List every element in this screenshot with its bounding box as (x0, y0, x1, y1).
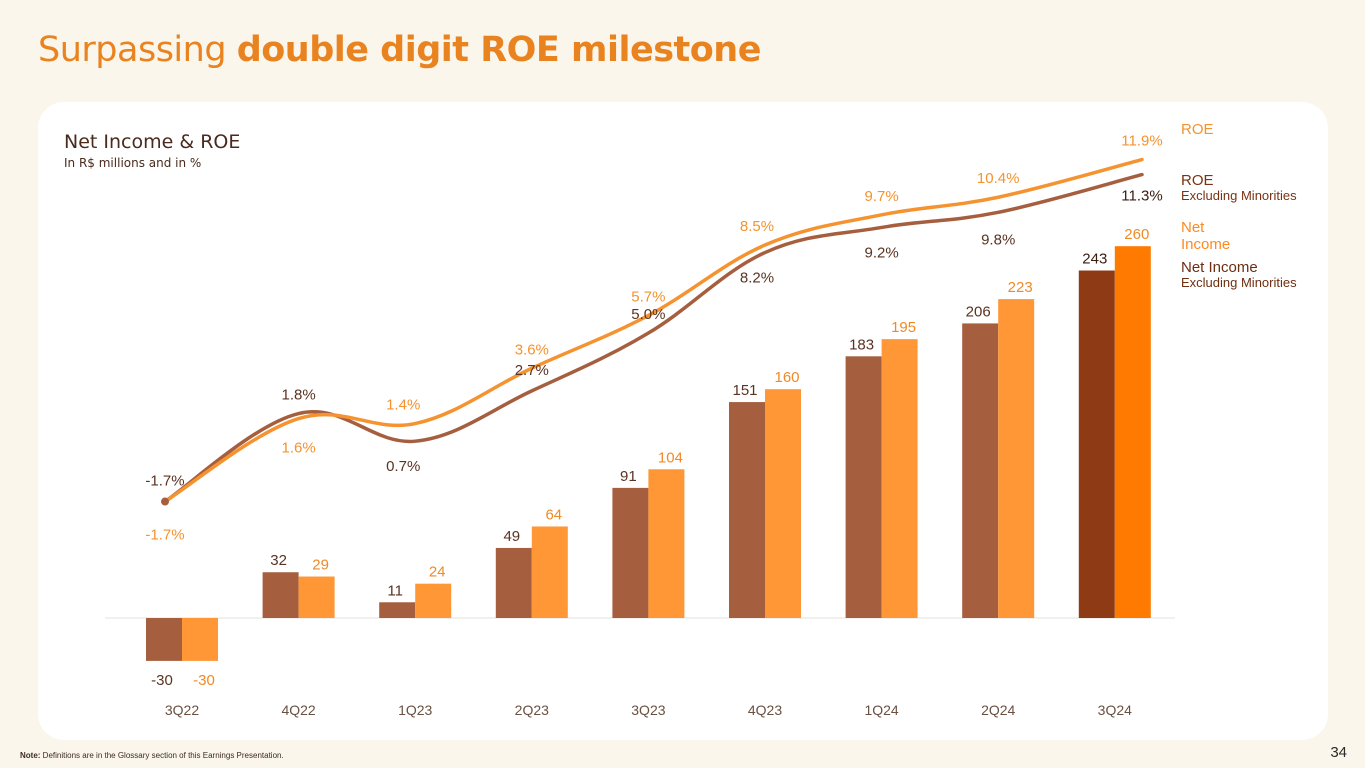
bar-net-income-excl-3Q22 (146, 618, 182, 661)
x-tick-3Q22: 3Q22 (165, 702, 199, 718)
page-title-bold: double digit ROE milestone (236, 30, 762, 70)
label-roe-excl-2Q23: 2.7% (515, 362, 549, 379)
bar-net-income-4Q23 (765, 389, 801, 618)
bar-net-income-2Q23 (531, 526, 568, 618)
legend-roe: ROE (1181, 121, 1214, 138)
bar-net-income-excl-1Q24 (845, 356, 882, 618)
x-tick-2Q23: 2Q23 (515, 702, 549, 718)
bar-net-income-3Q22 (182, 618, 218, 661)
label-net-income-excl-1Q23: 11 (387, 582, 403, 599)
bar-net-income-3Q24 (1114, 246, 1151, 618)
label-net-income-excl-3Q23: 91 (620, 468, 637, 485)
bar-net-income-excl-3Q23 (612, 487, 649, 618)
label-net-income-2Q24: 223 (1008, 279, 1033, 296)
page-number: 34 (1330, 744, 1347, 761)
label-roe-2Q23: 3.6% (515, 341, 549, 358)
label-roe-1Q23: 1.4% (386, 397, 420, 414)
legend-net-income: Net Income (1181, 219, 1241, 254)
chart-subtitle: In R$ millions and in % (64, 156, 202, 170)
bar-net-income-1Q23 (415, 583, 452, 618)
legend-net-income-excl-label: Net Income (1181, 259, 1258, 276)
x-tick-4Q22: 4Q22 (281, 702, 315, 718)
label-roe-3Q22: -1.7% (145, 527, 184, 544)
label-roe-2Q24: 10.4% (977, 170, 1020, 187)
legend-net-income-label: Net Income (1181, 219, 1231, 254)
label-net-income-excl-1Q24: 183 (849, 336, 874, 353)
bar-net-income-excl-1Q23 (379, 602, 416, 618)
chart-title: Net Income & ROE (64, 131, 241, 153)
footnote-text: Definitions are in the Glossary section … (40, 751, 284, 760)
footnote-label: Note: (20, 751, 41, 760)
bar-net-income-excl-2Q24 (962, 323, 999, 618)
x-tick-4Q23: 4Q23 (748, 702, 782, 718)
x-tick-1Q23: 1Q23 (398, 702, 432, 718)
label-net-income-excl-4Q23: 151 (732, 382, 757, 399)
legend-roe-label: ROE (1181, 121, 1214, 138)
legend-net-income-excl-sub: Excluding Minorities (1181, 275, 1297, 291)
label-net-income-excl-3Q22: -30 (151, 672, 173, 689)
label-net-income-1Q24: 195 (891, 319, 916, 336)
bar-net-income-excl-4Q23 (729, 402, 765, 618)
label-net-income-4Q23: 160 (774, 369, 799, 386)
x-tick-1Q24: 1Q24 (864, 702, 898, 718)
label-net-income-4Q22: 29 (312, 557, 329, 574)
label-net-income-2Q23: 64 (545, 506, 562, 523)
label-net-income-3Q23: 104 (658, 449, 683, 466)
label-roe-4Q23: 8.5% (740, 218, 774, 235)
label-roe-excl-1Q24: 9.2% (864, 244, 898, 261)
footnote: Note: Definitions are in the Glossary se… (20, 751, 284, 760)
label-net-income-excl-2Q23: 49 (503, 528, 520, 545)
x-tick-3Q23: 3Q23 (631, 702, 665, 718)
label-roe-excl-3Q23: 5.0% (631, 306, 665, 323)
label-net-income-excl-4Q22: 32 (270, 552, 287, 569)
label-net-income-3Q22: -30 (193, 672, 215, 689)
label-roe-excl-3Q24: 11.3% (1121, 188, 1162, 205)
label-roe-excl-4Q23: 8.2% (740, 270, 774, 287)
bar-net-income-1Q24 (881, 339, 918, 618)
label-net-income-excl-2Q24: 206 (966, 303, 991, 320)
bar-net-income-excl-4Q22 (262, 572, 299, 618)
page-title: Surpassing double digit ROE milestone (38, 30, 761, 70)
legend-roe-excl-sub: Excluding Minorities (1181, 188, 1297, 204)
bar-net-income-excl-2Q23 (495, 547, 532, 618)
label-roe-excl-2Q24: 9.8% (981, 231, 1015, 248)
label-roe-4Q22: 1.6% (281, 440, 315, 457)
page-title-light: Surpassing (38, 30, 237, 70)
label-roe-excl-4Q22: 1.8% (281, 387, 315, 404)
label-net-income-3Q24: 260 (1124, 226, 1149, 243)
label-net-income-1Q23: 24 (429, 564, 446, 581)
label-net-income-excl-3Q24: 243 (1082, 251, 1107, 268)
x-tick-2Q24: 2Q24 (981, 702, 1015, 718)
bar-net-income-2Q24 (998, 299, 1035, 618)
label-roe-excl-3Q22: -1.7% (145, 473, 184, 490)
bar-net-income-excl-3Q24 (1078, 270, 1115, 618)
bar-net-income-4Q22 (298, 576, 335, 618)
legend-roe-excl-label: ROE (1181, 172, 1214, 189)
legend-roe-excl: ROE Excluding Minorities (1181, 172, 1297, 204)
line-roe (163, 157, 1144, 504)
bar-net-income-3Q23 (648, 469, 685, 618)
label-roe-3Q24: 11.9% (1121, 133, 1162, 150)
label-roe-1Q24: 9.7% (864, 188, 898, 205)
legend-net-income-excl: Net Income Excluding Minorities (1181, 259, 1297, 291)
x-tick-3Q24: 3Q24 (1098, 702, 1132, 718)
label-roe-excl-1Q23: 0.7% (386, 458, 420, 475)
label-roe-3Q23: 5.7% (631, 288, 665, 305)
line-start-dot (161, 497, 169, 506)
